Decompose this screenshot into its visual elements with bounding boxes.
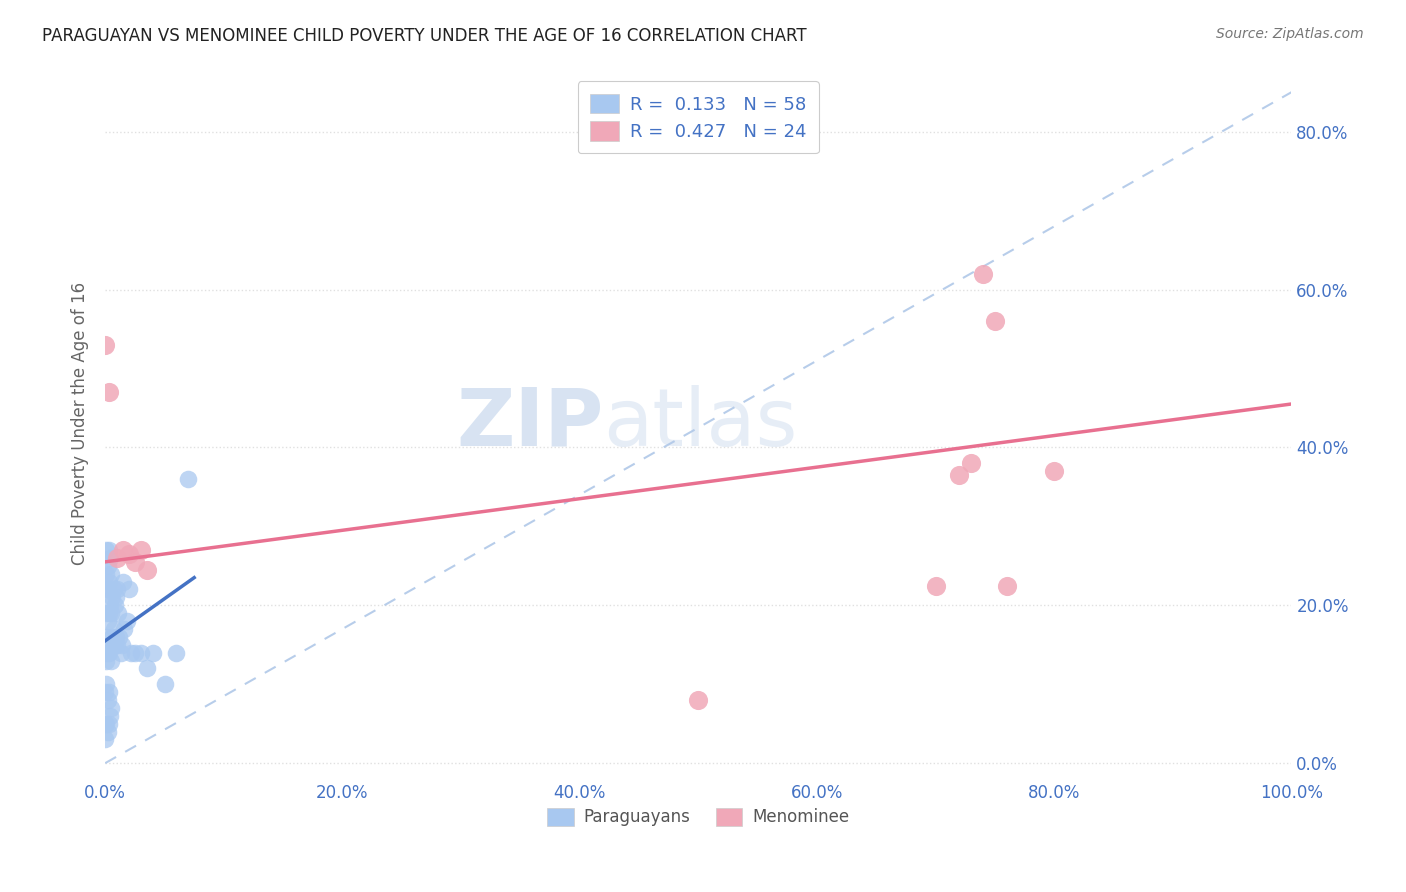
Point xyxy=(97,582,120,597)
Y-axis label: Child Poverty Under the Age of 16: Child Poverty Under the Age of 16 xyxy=(72,282,89,566)
Point xyxy=(153,677,176,691)
Point xyxy=(101,630,124,644)
Point xyxy=(97,646,120,660)
Point xyxy=(98,550,121,565)
Point xyxy=(94,685,117,699)
Point xyxy=(97,646,120,660)
Point xyxy=(97,543,120,558)
Point xyxy=(96,543,118,558)
Point xyxy=(120,646,142,660)
Point xyxy=(115,614,138,628)
Point xyxy=(97,685,120,699)
Point xyxy=(688,693,710,707)
Point xyxy=(97,574,120,589)
Point xyxy=(105,582,128,597)
Point xyxy=(96,606,118,620)
Point xyxy=(105,550,128,565)
Text: atlas: atlas xyxy=(603,384,797,463)
Point xyxy=(94,646,117,660)
Point xyxy=(104,638,127,652)
Point xyxy=(105,638,128,652)
Point xyxy=(97,724,120,739)
Point xyxy=(104,630,127,644)
Text: Source: ZipAtlas.com: Source: ZipAtlas.com xyxy=(1216,27,1364,41)
Point xyxy=(96,566,118,581)
Point xyxy=(1043,464,1066,478)
Point xyxy=(165,646,187,660)
Point xyxy=(94,716,117,731)
Point xyxy=(129,646,152,660)
Point xyxy=(103,582,125,597)
Point xyxy=(97,614,120,628)
Point xyxy=(177,472,200,486)
Point xyxy=(97,558,120,573)
Point xyxy=(111,574,134,589)
Point xyxy=(124,646,146,660)
Legend: Paraguayans, Menominee: Paraguayans, Menominee xyxy=(538,799,858,835)
Point xyxy=(103,622,125,636)
Point xyxy=(104,591,127,605)
Point xyxy=(96,677,118,691)
Point xyxy=(135,563,157,577)
Point xyxy=(97,716,120,731)
Point xyxy=(100,653,122,667)
Point xyxy=(124,555,146,569)
Point xyxy=(924,578,946,592)
Point xyxy=(104,599,127,613)
Point xyxy=(972,267,994,281)
Point xyxy=(96,716,118,731)
Point xyxy=(129,543,152,558)
Point xyxy=(100,566,122,581)
Point xyxy=(97,693,120,707)
Point xyxy=(98,708,121,723)
Point xyxy=(96,582,118,597)
Point xyxy=(142,646,165,660)
Point xyxy=(94,338,117,352)
Point xyxy=(118,547,141,561)
Point xyxy=(108,630,131,644)
Point xyxy=(135,661,157,675)
Point xyxy=(101,591,124,605)
Point xyxy=(97,385,120,400)
Point xyxy=(960,456,983,470)
Point xyxy=(98,599,121,613)
Point xyxy=(97,606,120,620)
Point xyxy=(94,732,117,747)
Point xyxy=(110,646,132,660)
Point xyxy=(995,578,1018,592)
Text: ZIP: ZIP xyxy=(456,384,603,463)
Point xyxy=(112,622,135,636)
Point xyxy=(111,638,134,652)
Point xyxy=(118,582,141,597)
Text: PARAGUAYAN VS MENOMINEE CHILD POVERTY UNDER THE AGE OF 16 CORRELATION CHART: PARAGUAYAN VS MENOMINEE CHILD POVERTY UN… xyxy=(42,27,807,45)
Point xyxy=(98,638,121,652)
Point xyxy=(984,314,1007,328)
Point xyxy=(948,468,970,483)
Point xyxy=(107,606,129,620)
Point xyxy=(100,606,122,620)
Point xyxy=(96,630,118,644)
Point xyxy=(96,653,118,667)
Point xyxy=(111,543,134,558)
Point xyxy=(100,701,122,715)
